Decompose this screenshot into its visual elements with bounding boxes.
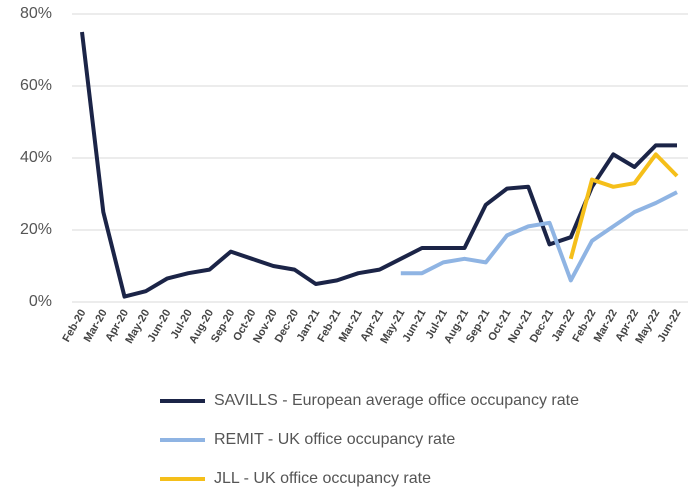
series-line <box>400 190 678 283</box>
legend-label: JLL - UK office occupancy rate <box>214 470 431 487</box>
legend-label: REMIT - UK office occupancy rate <box>214 431 455 448</box>
y-tick-label: 60% <box>20 77 52 94</box>
y-tick-label: 80% <box>20 5 52 22</box>
legend-label: SAVILLS - European average office occupa… <box>214 392 579 409</box>
y-tick-label: 20% <box>20 221 52 238</box>
series-line <box>568 152 679 260</box>
series-line <box>80 31 677 299</box>
y-tick-label: 0% <box>29 293 52 310</box>
y-tick-label: 40% <box>20 149 52 166</box>
